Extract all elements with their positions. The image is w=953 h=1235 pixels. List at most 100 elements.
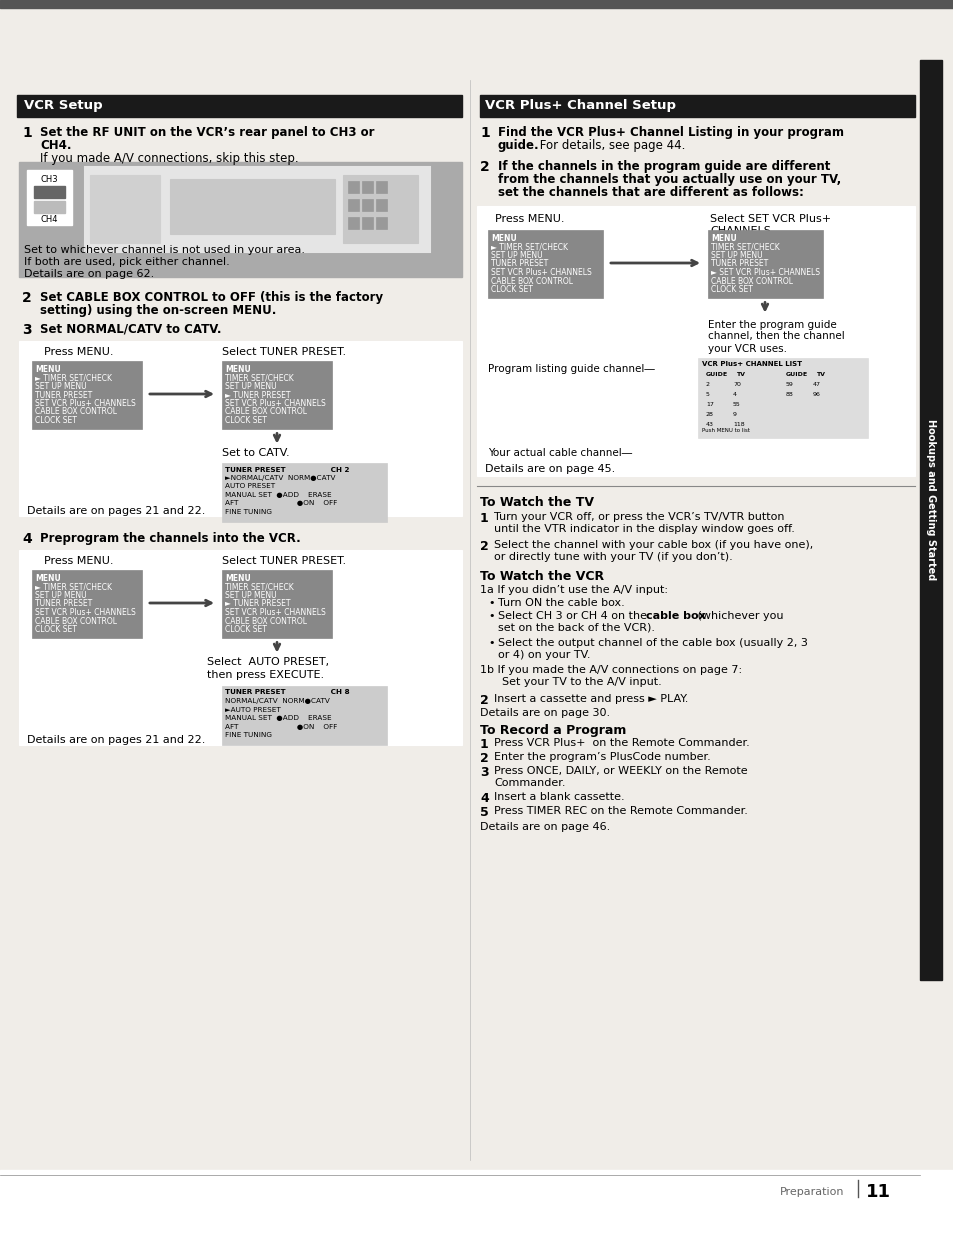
Text: (whichever you: (whichever you — [693, 611, 782, 621]
Bar — [348, 217, 358, 228]
Text: TIMER SET/CHECK: TIMER SET/CHECK — [225, 373, 294, 383]
Text: TUNER PRESET                  CH 8: TUNER PRESET CH 8 — [225, 689, 349, 695]
Text: CHANNELS.: CHANNELS. — [709, 226, 774, 236]
Text: If you made A/V connections, skip this step.: If you made A/V connections, skip this s… — [40, 152, 298, 165]
Bar — [32, 361, 142, 429]
Text: SET VCR Plus+ CHANNELS: SET VCR Plus+ CHANNELS — [35, 608, 135, 618]
Text: CABLE BOX CONTROL: CABLE BOX CONTROL — [225, 616, 307, 625]
Bar — [0, 0, 953, 7]
Text: SET UP MENU: SET UP MENU — [35, 382, 87, 391]
Text: set the channels that are different as follows:: set the channels that are different as f… — [497, 186, 803, 199]
Text: •: • — [488, 598, 494, 608]
Text: Press TIMER REC on the Remote Commander.: Press TIMER REC on the Remote Commander. — [494, 806, 747, 816]
Text: CH4.: CH4. — [40, 140, 71, 152]
Text: 55: 55 — [732, 401, 740, 406]
Text: Select the channel with your cable box (if you have one),: Select the channel with your cable box (… — [494, 540, 812, 550]
Text: CABLE BOX CONTROL: CABLE BOX CONTROL — [710, 277, 792, 285]
Text: VCR Plus+ CHANNEL LIST: VCR Plus+ CHANNEL LIST — [701, 362, 801, 368]
Text: 17: 17 — [705, 401, 713, 406]
Bar — [479, 95, 914, 117]
Text: Hookups and Getting Started: Hookups and Getting Started — [925, 420, 935, 580]
Text: Press VCR Plus+  on the Remote Commander.: Press VCR Plus+ on the Remote Commander. — [494, 739, 749, 748]
Text: CLOCK SET: CLOCK SET — [225, 625, 267, 634]
Text: 2: 2 — [22, 291, 31, 305]
Text: FINE TUNING: FINE TUNING — [225, 732, 272, 739]
Text: Press ONCE, DAILY, or WEEKLY on the Remote: Press ONCE, DAILY, or WEEKLY on the Remo… — [494, 766, 747, 776]
Text: CLOCK SET: CLOCK SET — [35, 625, 77, 634]
Text: 88: 88 — [785, 391, 793, 396]
Text: TUNER PRESET: TUNER PRESET — [491, 259, 548, 268]
Text: TV: TV — [735, 372, 744, 377]
Bar — [34, 186, 65, 198]
Text: 28: 28 — [705, 411, 713, 416]
Text: 1: 1 — [479, 739, 488, 751]
Text: To Record a Program: To Record a Program — [479, 724, 626, 737]
Bar — [19, 162, 461, 277]
Text: Set your TV to the A/V input.: Set your TV to the A/V input. — [501, 677, 661, 687]
Text: ►NORMAL/CATV  NORM●CATV: ►NORMAL/CATV NORM●CATV — [225, 475, 335, 480]
Text: 70: 70 — [732, 382, 740, 387]
Text: 96: 96 — [812, 391, 820, 396]
Text: 1: 1 — [479, 126, 489, 140]
Text: MENU: MENU — [35, 574, 61, 583]
Text: CABLE BOX CONTROL: CABLE BOX CONTROL — [35, 408, 117, 416]
Text: 1a If you didn’t use the A/V input:: 1a If you didn’t use the A/V input: — [479, 585, 667, 595]
Text: 5: 5 — [705, 391, 709, 396]
Bar — [34, 201, 65, 212]
Bar — [698, 357, 867, 437]
Text: 47: 47 — [812, 382, 821, 387]
Text: 59: 59 — [785, 382, 793, 387]
Text: Find the VCR Plus+ Channel Listing in your program: Find the VCR Plus+ Channel Listing in yo… — [497, 126, 843, 140]
Text: NORMAL/CATV  NORM●CATV: NORMAL/CATV NORM●CATV — [225, 698, 330, 704]
Bar — [361, 217, 373, 228]
Text: MENU: MENU — [710, 233, 736, 243]
Text: Press MENU.: Press MENU. — [44, 347, 113, 357]
Text: Set to whichever channel is not used in your area.: Set to whichever channel is not used in … — [24, 245, 305, 254]
Text: SET VCR Plus+ CHANNELS: SET VCR Plus+ CHANNELS — [225, 399, 325, 408]
Text: •: • — [488, 611, 494, 621]
Text: TUNER PRESET: TUNER PRESET — [710, 259, 767, 268]
Text: Program listing guide channel―: Program listing guide channel― — [488, 364, 654, 374]
Text: SET UP MENU: SET UP MENU — [225, 592, 276, 600]
Text: SET UP MENU: SET UP MENU — [710, 251, 761, 261]
Text: MENU: MENU — [225, 366, 251, 374]
Bar — [19, 550, 461, 745]
Text: TV: TV — [815, 372, 824, 377]
Text: setting) using the on-screen MENU.: setting) using the on-screen MENU. — [40, 304, 276, 317]
Text: SET UP MENU: SET UP MENU — [491, 251, 542, 261]
Bar — [375, 199, 387, 211]
Text: 43: 43 — [705, 421, 713, 426]
Bar — [375, 182, 387, 193]
Text: GUIDE: GUIDE — [785, 372, 807, 377]
Text: CLOCK SET: CLOCK SET — [710, 285, 752, 294]
Text: Your actual cable channel―: Your actual cable channel― — [488, 448, 632, 458]
Text: your VCR uses.: your VCR uses. — [707, 343, 786, 353]
Text: 4: 4 — [22, 532, 31, 546]
Bar — [0, 1170, 953, 1235]
Bar — [170, 179, 335, 233]
Text: VCR Plus+ Channel Setup: VCR Plus+ Channel Setup — [484, 99, 676, 112]
Bar — [375, 217, 387, 228]
Text: Commander.: Commander. — [494, 778, 565, 788]
Text: TIMER SET/CHECK: TIMER SET/CHECK — [225, 583, 294, 592]
Text: 3: 3 — [22, 324, 31, 337]
Text: ► TIMER SET/CHECK: ► TIMER SET/CHECK — [35, 373, 112, 383]
Text: Details are on page 46.: Details are on page 46. — [479, 823, 610, 832]
Text: SET UP MENU: SET UP MENU — [225, 382, 276, 391]
Text: 4: 4 — [732, 391, 737, 396]
Text: 1: 1 — [22, 126, 31, 140]
Bar — [90, 175, 160, 243]
Text: MANUAL SET  ●ADD    ERASE: MANUAL SET ●ADD ERASE — [225, 715, 332, 721]
Text: CH4: CH4 — [40, 215, 58, 224]
Bar — [222, 361, 332, 429]
Text: Select  AUTO PRESET,: Select AUTO PRESET, — [207, 657, 329, 667]
Text: CABLE BOX CONTROL: CABLE BOX CONTROL — [491, 277, 573, 285]
Text: 2: 2 — [479, 540, 488, 553]
Text: Details are on pages 21 and 22.: Details are on pages 21 and 22. — [27, 735, 205, 745]
Text: If both are used, pick either channel.: If both are used, pick either channel. — [24, 257, 230, 267]
Bar — [707, 230, 822, 298]
Text: Turn your VCR off, or press the VCR’s TV/VTR button: Turn your VCR off, or press the VCR’s TV… — [494, 513, 783, 522]
Text: guide.: guide. — [497, 140, 539, 152]
Text: TUNER PRESET                  CH 2: TUNER PRESET CH 2 — [225, 467, 349, 473]
Text: CLOCK SET: CLOCK SET — [491, 285, 533, 294]
